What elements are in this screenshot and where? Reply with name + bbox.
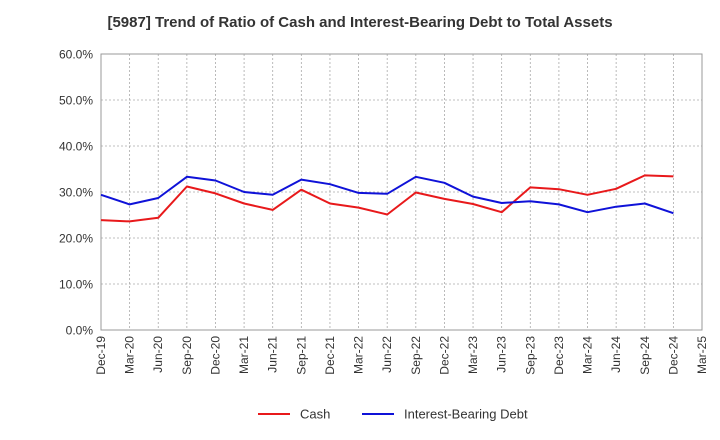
x-tick-label: Mar-22 [352,336,366,374]
x-tick-label: Dec-24 [666,336,680,375]
x-tick-label: Dec-23 [552,336,566,375]
x-tick-label: Jun-21 [266,336,280,373]
x-tick-label: Mar-24 [581,336,595,374]
x-tick-label: Sep-22 [409,336,423,375]
x-tick-label: Jun-24 [609,336,623,373]
x-tick-label: Sep-20 [180,336,194,375]
chart-title: [5987] Trend of Ratio of Cash and Intere… [107,14,613,31]
x-tick-label: Mar-20 [123,336,137,374]
y-tick-label: 40.0% [59,140,93,154]
x-tick-label: Jun-22 [380,336,394,373]
x-axis-ticks: Dec-19 Mar-20 Jun-20 Sep-20 Dec-20 Mar-21 Jun-… [94,336,709,375]
legend-label: Interest-Bearing Debt [404,407,528,422]
y-tick-label: 20.0% [59,232,93,246]
y-tick-label: 0.0% [66,324,94,338]
x-tick-label: Mar-23 [466,336,480,374]
x-tick-label: Jun-23 [495,336,509,373]
series-lines [100,174,674,223]
x-tick-label: Sep-23 [523,336,537,375]
x-tick-label: Mar-21 [237,336,251,374]
x-tick-label: Sep-24 [638,336,652,375]
x-tick-label: Dec-22 [437,336,451,375]
y-tick-label: 50.0% [59,94,93,108]
x-tick-label: Dec-19 [94,336,108,375]
y-tick-label: 60.0% [59,48,93,62]
series-line-interest-bearing-debt [100,175,674,215]
y-axis-ticks: 0.0% 10.0% 20.0% 30.0% 40.0% 50.0% 60.0% [59,48,93,338]
x-tick-label: Dec-20 [208,336,222,375]
plot-area [100,53,703,331]
x-tick-label: Sep-21 [294,336,308,375]
x-tick-label: Mar-25 [695,336,709,374]
x-tick-label: Jun-20 [151,336,165,373]
legend: Cash Interest-Bearing Debt [258,407,528,422]
y-tick-label: 10.0% [59,278,93,292]
grid-lines [100,53,703,331]
series-line-cash [100,174,674,223]
legend-label: Cash [300,407,330,422]
x-tick-label: Dec-21 [323,336,337,375]
y-tick-label: 30.0% [59,186,93,200]
